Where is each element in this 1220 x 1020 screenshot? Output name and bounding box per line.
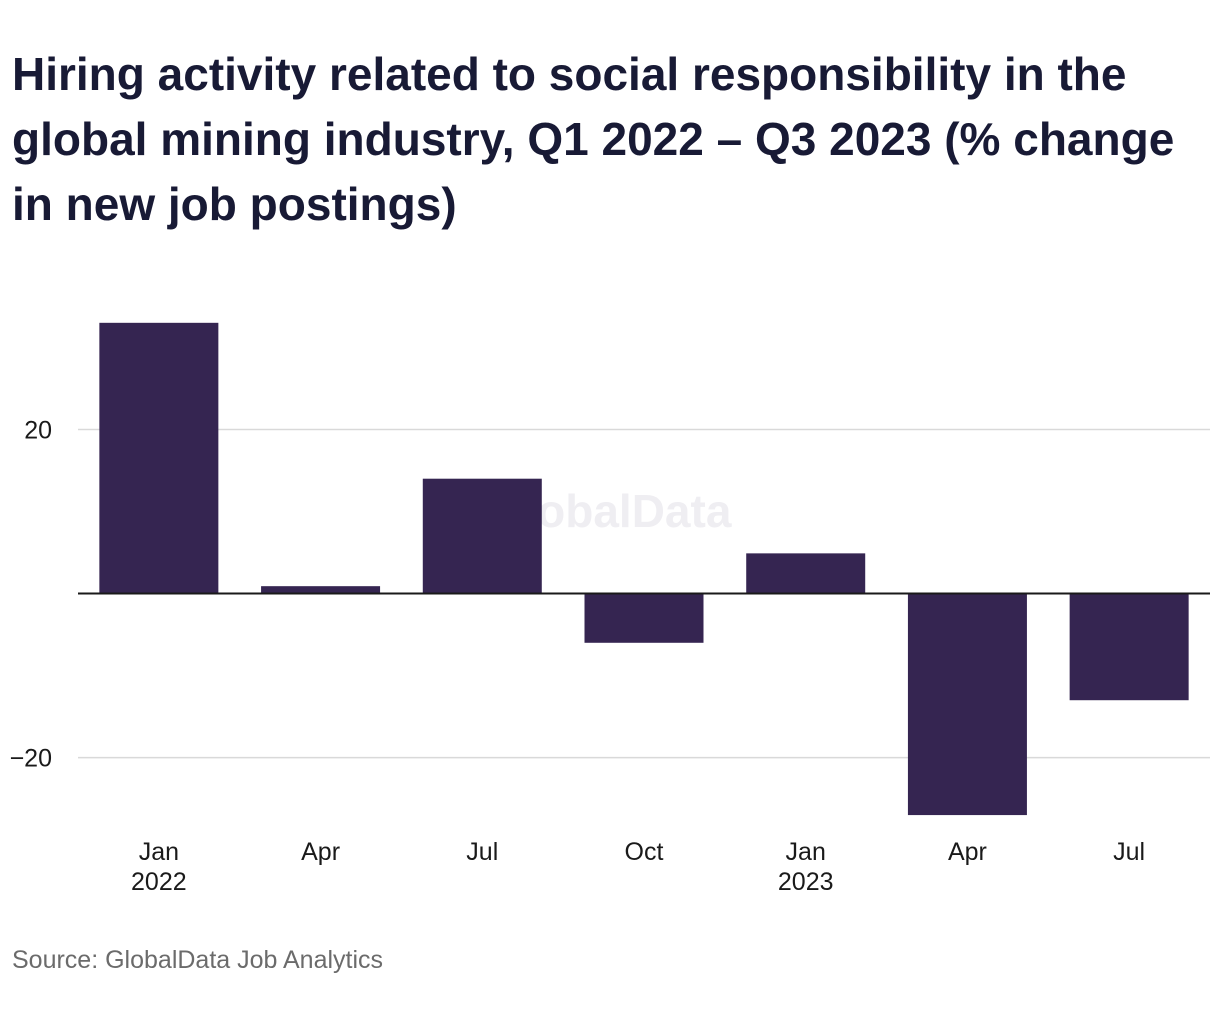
bar xyxy=(584,593,704,643)
bar xyxy=(907,593,1027,816)
x-tick-label: Jul xyxy=(466,838,498,866)
x-tick-label: Oct xyxy=(625,838,664,866)
bars-layer xyxy=(99,322,1189,816)
bar xyxy=(99,322,219,594)
x-tick-label: Apr xyxy=(301,838,340,866)
x-tick-label: Jul xyxy=(1113,838,1145,866)
y-tick-label: −20 xyxy=(10,745,52,773)
x-tick-year-label: 2022 xyxy=(131,868,187,896)
bar xyxy=(261,586,381,594)
bar xyxy=(1069,593,1189,701)
y-tick-label: 20 xyxy=(24,416,52,444)
x-tick-label: Jan xyxy=(139,838,179,866)
source-note: Source: GlobalData Job Analytics xyxy=(12,946,384,974)
x-tick-year-label: 2023 xyxy=(778,868,834,896)
bar xyxy=(746,553,866,594)
x-tick-label: Apr xyxy=(948,838,987,866)
x-tick-label: Jan xyxy=(786,838,826,866)
bar xyxy=(422,478,542,594)
chart-title: Hiring activity related to social respon… xyxy=(12,48,1175,230)
